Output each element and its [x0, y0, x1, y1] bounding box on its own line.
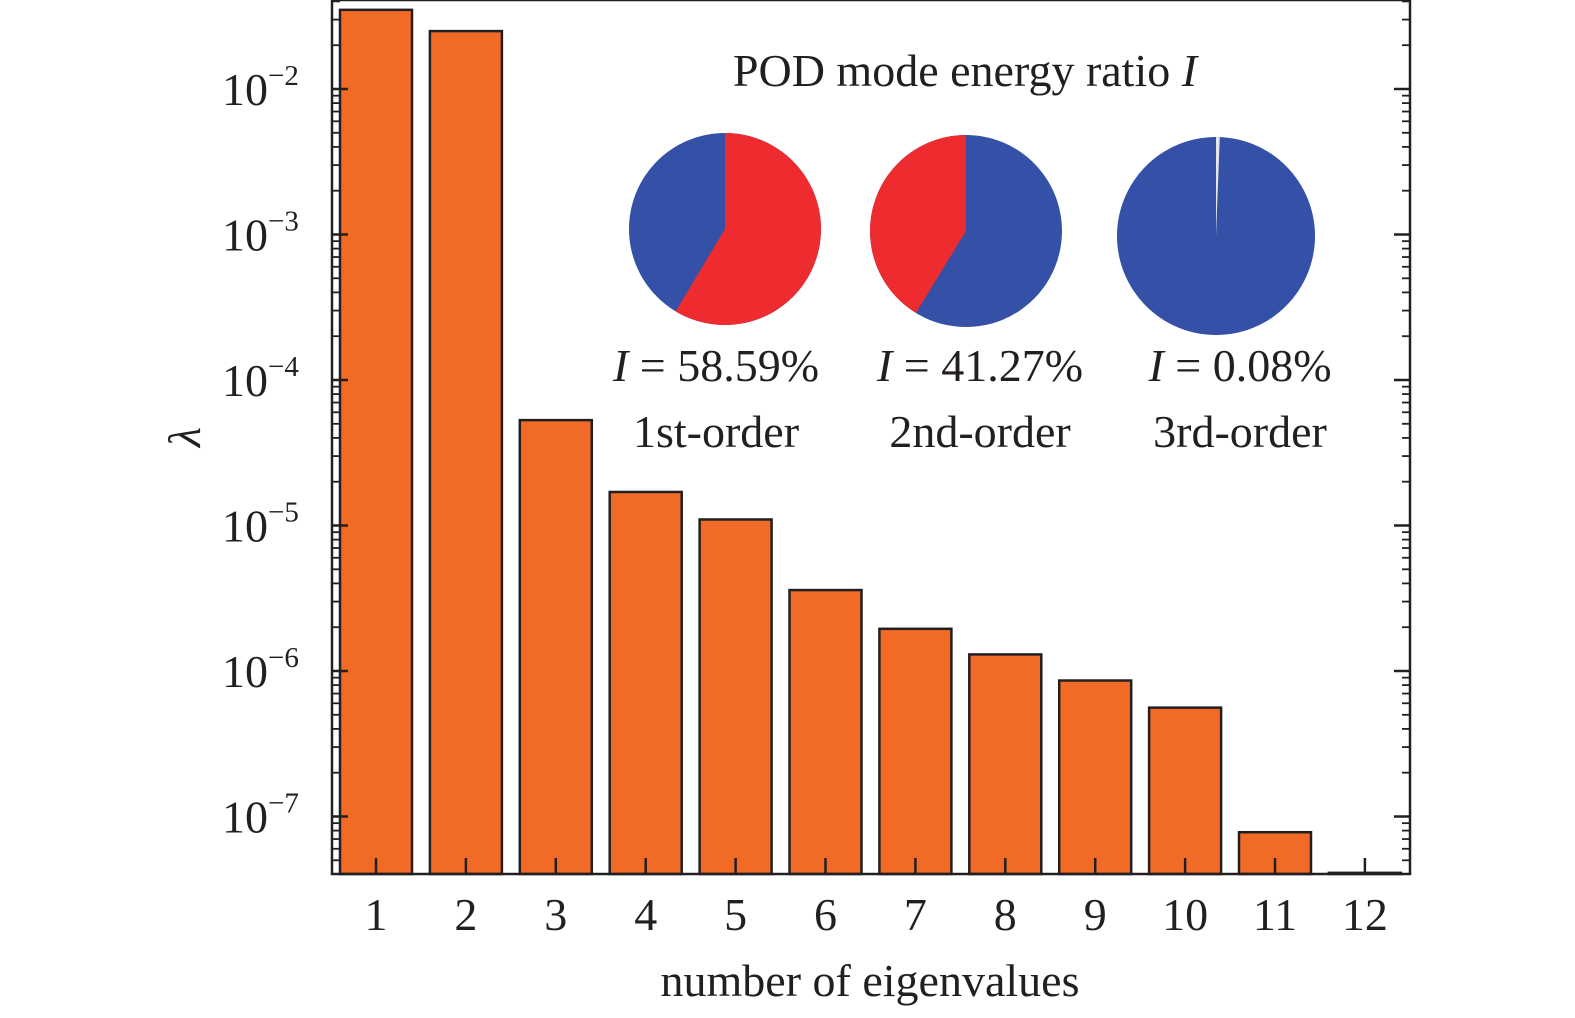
pie-slice-highlight: [675, 133, 821, 325]
pie-value-text: = 58.59%: [628, 340, 819, 391]
bar-7: [878, 627, 953, 876]
inset-title-symbol: I: [1181, 45, 1200, 96]
pie-slice-highlight: [870, 135, 966, 313]
x-tick-label-1: 1: [365, 889, 388, 940]
y-tick-label: 10−7: [222, 788, 299, 843]
bar-4: [608, 490, 683, 876]
pie-2: [870, 135, 1062, 327]
x-tick-labels: 1 2 3 4 5 6 7 8 9 10 11 12: [365, 889, 1388, 940]
inset-title: POD mode energy ratio I: [733, 45, 1200, 96]
pie-inset: POD mode energy ratio I I = 58.59% 1st-or…: [612, 45, 1332, 457]
y-tick-exponent: −2: [268, 60, 299, 92]
y-tick-base: 10: [222, 792, 268, 843]
pie-value-symbol: I: [876, 340, 895, 391]
bar-3: [518, 418, 594, 876]
bar-9: [1057, 679, 1133, 876]
y-tick-exponent: −4: [268, 351, 299, 383]
pie-3: [1117, 137, 1315, 335]
inset-title-text: POD mode energy ratio: [733, 45, 1182, 96]
y-tick-exponent: −6: [268, 642, 299, 674]
x-tick-label-2: 2: [454, 889, 477, 940]
y-tick-base: 10: [222, 501, 268, 552]
pie-order-label: 3rd-order: [1153, 406, 1327, 457]
x-tick-label-4: 4: [634, 889, 657, 940]
y-tick-label: 10−6: [222, 642, 299, 697]
plot-frame: [330, 0, 1412, 876]
bars-group: [338, 8, 1403, 876]
x-tick-label-6: 6: [814, 889, 837, 940]
y-tick-base: 10: [222, 646, 268, 697]
axis-ticks: [332, 0, 1410, 874]
x-axis-title: number of eigenvalues: [661, 955, 1080, 1006]
y-tick-base: 10: [222, 64, 268, 115]
y-tick-exponent: −3: [268, 206, 299, 238]
bar-8: [968, 653, 1043, 876]
y-tick-label: 10−4: [222, 351, 299, 406]
y-tick-exponent: −5: [268, 497, 299, 529]
x-tick-label-7: 7: [904, 889, 927, 940]
pie-1: [629, 133, 821, 325]
pie-value-text: = 0.08%: [1164, 340, 1332, 391]
pie-order-label: 2nd-order: [889, 406, 1070, 457]
bar-6: [788, 588, 863, 876]
y-tick-label: 10−2: [222, 60, 299, 115]
y-tick-exponent: −7: [268, 788, 299, 820]
pie-value-symbol: I: [612, 340, 631, 391]
pie-order-label: 1st-order: [633, 406, 799, 457]
pie-value-symbol: I: [1147, 340, 1166, 391]
y-tick-labels: 10−210−310−410−510−610−7: [222, 60, 299, 843]
x-tick-label-12: 12: [1342, 889, 1388, 940]
bar-10: [1147, 706, 1223, 876]
y-tick-base: 10: [222, 355, 268, 406]
x-tick-label-11: 11: [1253, 889, 1297, 940]
pie-value-label: I = 58.59%: [612, 340, 819, 391]
x-tick-label-10: 10: [1162, 889, 1208, 940]
bar-1: [338, 8, 414, 876]
bar-5: [698, 518, 773, 876]
pie-value-label: I = 41.27%: [876, 340, 1083, 391]
x-tick-label-3: 3: [544, 889, 567, 940]
y-tick-label: 10−5: [222, 497, 299, 552]
bar-2: [428, 29, 504, 876]
pie-value-text: = 41.27%: [892, 340, 1083, 391]
y-tick-label: 10−3: [222, 206, 299, 261]
y-axis-title: λ: [159, 427, 210, 449]
pie-value-label: I = 0.08%: [1147, 340, 1331, 391]
x-tick-label-8: 8: [994, 889, 1017, 940]
pie-slice-highlight: [1216, 137, 1220, 236]
x-tick-label-9: 9: [1084, 889, 1107, 940]
x-tick-label-5: 5: [724, 889, 747, 940]
y-tick-base: 10: [222, 210, 268, 261]
